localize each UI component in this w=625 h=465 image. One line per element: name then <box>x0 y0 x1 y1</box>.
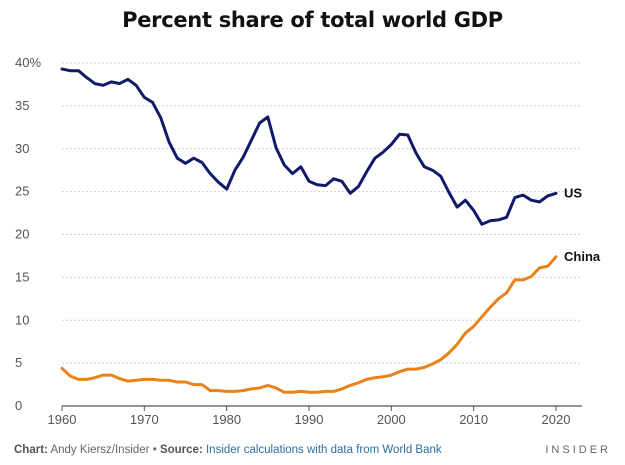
line-chart: 0 5 10 15 20 25 30 35 40% 1960 1970 1980 1990 2000 20… <box>15 55 601 427</box>
y-tick-label: 0 <box>15 398 22 413</box>
y-axis-ticks: 0 5 10 15 20 25 30 35 40% <box>15 55 41 413</box>
y-tick-label: 20 <box>15 227 29 242</box>
series-line-us <box>60 67 558 226</box>
chart-footer: Chart: Andy Kiersz/Insider • Source: Ins… <box>14 444 442 456</box>
x-tick-label: 2020 <box>542 412 571 427</box>
insider-logo: INSIDER <box>545 444 611 456</box>
series-label-china: China <box>564 249 601 264</box>
y-tick-label: 30 <box>15 141 29 156</box>
y-tick-label: 25 <box>15 184 29 199</box>
series-line-china <box>60 255 558 394</box>
footer-source-label: Source: <box>159 444 203 456</box>
x-axis-ticks: 1960 1970 1980 1990 2000 2010 2020 <box>48 406 571 427</box>
x-tick-label: 2000 <box>377 412 406 427</box>
footer-chart-label: Chart: <box>14 444 48 456</box>
gridlines <box>62 62 582 407</box>
y-tick-label: 35 <box>15 98 29 113</box>
y-tick-label: 40% <box>15 55 41 70</box>
series-labels: US China <box>564 185 601 263</box>
series-label-us: US <box>564 185 582 200</box>
x-tick-label: 2010 <box>459 412 488 427</box>
series-lines <box>60 67 558 394</box>
x-tick-label: 1960 <box>48 412 77 427</box>
chart-title: Percent share of total world GDP <box>122 8 503 32</box>
x-tick-label: 1970 <box>130 412 159 427</box>
y-tick-label: 5 <box>15 355 22 370</box>
footer-author: Andy Kiersz/Insider <box>50 444 150 456</box>
x-tick-label: 1990 <box>295 412 324 427</box>
x-tick-label: 1980 <box>212 412 241 427</box>
y-tick-label: 10 <box>15 312 29 327</box>
y-tick-label: 15 <box>15 269 29 284</box>
footer-bullet: • <box>152 444 157 456</box>
footer-source-link[interactable]: Insider calculations with data from Worl… <box>205 444 442 456</box>
